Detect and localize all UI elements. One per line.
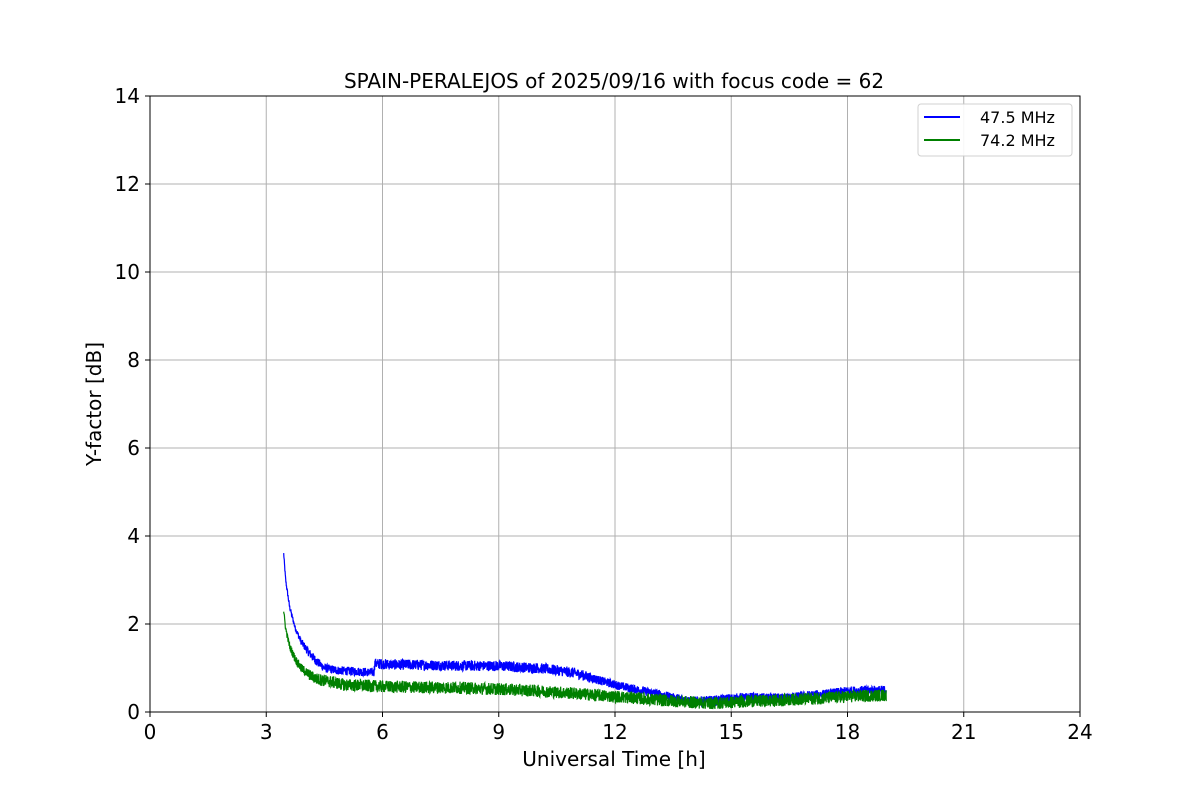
x-tick-label: 18 (835, 720, 860, 744)
chart-title: SPAIN-PERALEJOS of 2025/09/16 with focus… (344, 69, 884, 93)
x-tick-label: 15 (719, 720, 744, 744)
series-74-2-mhz (283, 611, 887, 710)
grid (150, 96, 1080, 712)
y-tick-label: 12 (115, 172, 140, 196)
y-tick-label: 6 (127, 436, 140, 460)
x-tick-label: 9 (492, 720, 505, 744)
plot-series (283, 553, 887, 710)
y-tick-label: 2 (127, 612, 140, 636)
x-tick-label: 24 (1067, 720, 1092, 744)
x-tick-label: 0 (144, 720, 157, 744)
x-axis-label: Universal Time [h] (522, 747, 705, 771)
legend-label: 74.2 MHz (980, 131, 1055, 150)
y-tick-label: 0 (127, 700, 140, 724)
series-line (283, 611, 887, 710)
x-tick-label: 21 (951, 720, 976, 744)
legend: 47.5 MHz 74.2 MHz (917, 103, 1073, 157)
y-tick-label: 14 (115, 84, 140, 108)
x-tick-label: 3 (260, 720, 273, 744)
x-tick-label: 12 (602, 720, 627, 744)
legend-label: 47.5 MHz (980, 108, 1055, 127)
y-tick-label: 10 (115, 260, 140, 284)
y-tick-label: 8 (127, 348, 140, 372)
y-tick-label: 4 (127, 524, 140, 548)
x-tick-label: 6 (376, 720, 389, 744)
y-axis-label: Y-factor [dB] (82, 342, 106, 467)
